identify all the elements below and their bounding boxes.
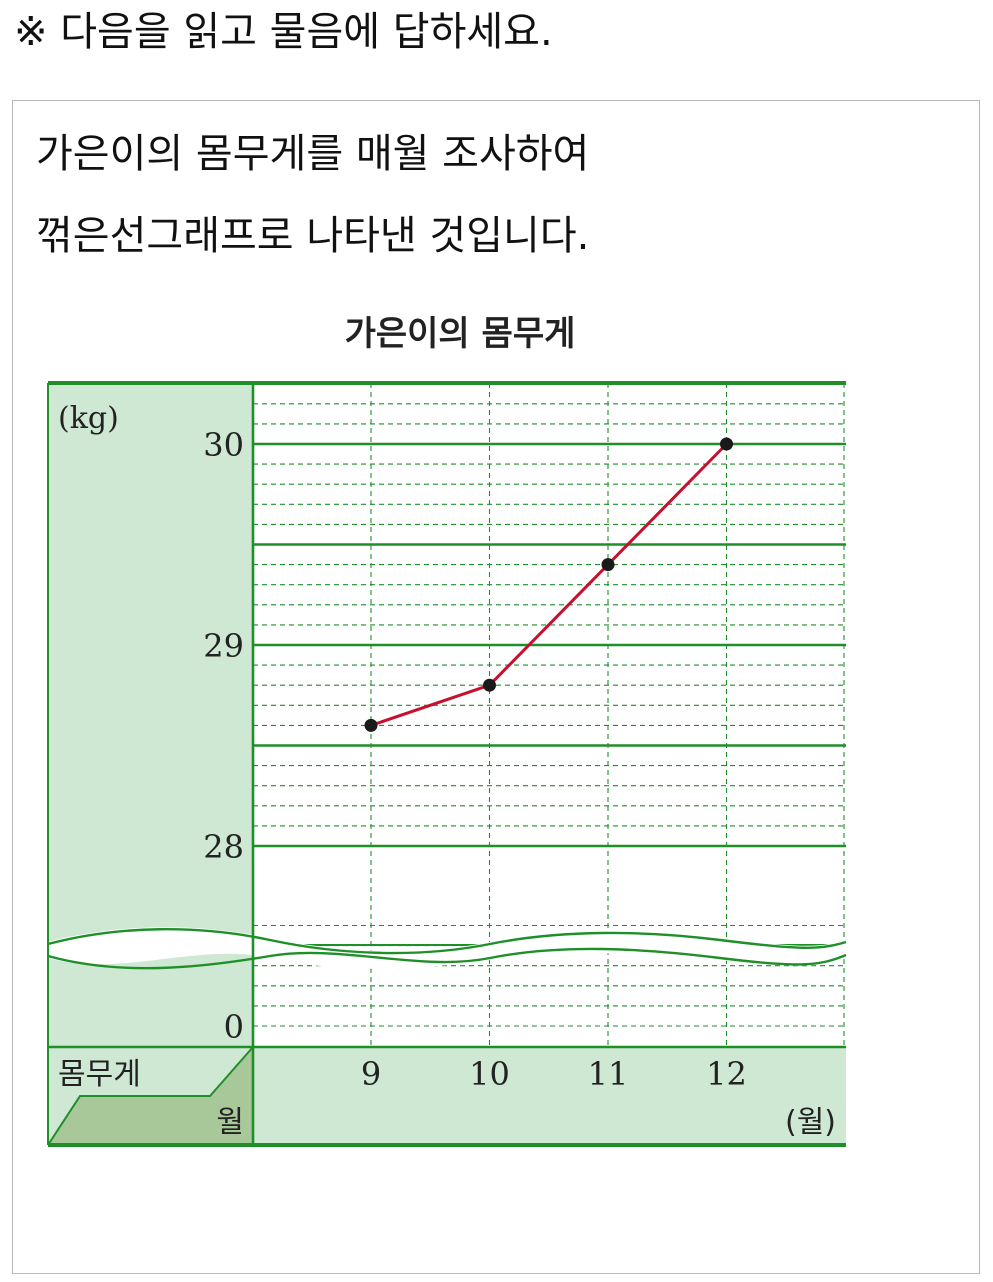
data-point bbox=[720, 437, 733, 451]
axis-break-line-top bbox=[47, 928, 847, 955]
chart-grid bbox=[253, 383, 846, 1047]
axis-break-line-bottom bbox=[47, 947, 847, 970]
chart-frame bbox=[47, 381, 846, 1147]
x-tick-label: 9 bbox=[361, 1055, 381, 1093]
problem-panel bbox=[12, 100, 980, 1274]
y-tick-label: 0 bbox=[224, 1008, 244, 1046]
row-header-label: 몸무게 bbox=[58, 1057, 141, 1092]
chart-title: 가은이의 몸무게 bbox=[345, 314, 576, 354]
col-header-label: 월 bbox=[216, 1105, 244, 1140]
x-axis-panel bbox=[253, 1047, 846, 1145]
axis-break bbox=[47, 927, 847, 970]
axis-break-band bbox=[48, 927, 846, 969]
corner-diagonal bbox=[47, 1046, 254, 1146]
y-tick-label: 28 bbox=[203, 828, 244, 866]
data-point bbox=[601, 558, 615, 572]
x-tick-label: 10 bbox=[469, 1055, 510, 1093]
y-tick-label: 29 bbox=[203, 627, 244, 665]
x-unit-label: (월) bbox=[785, 1105, 836, 1140]
data-point bbox=[483, 678, 496, 692]
x-tick-label: 12 bbox=[706, 1055, 747, 1093]
data-point bbox=[364, 718, 378, 732]
y-tick-label: 30 bbox=[203, 426, 244, 464]
instruction-text: ※ 다음을 읽고 물음에 답하세요. bbox=[14, 9, 553, 55]
intro-line-2: 꺾은선그래프로 나타낸 것입니다. bbox=[36, 213, 590, 259]
x-tick-label: 11 bbox=[588, 1055, 629, 1093]
y-unit-label: (kg) bbox=[58, 401, 119, 436]
series-line bbox=[370, 442, 728, 727]
intro-line-1: 가은이의 몸무게를 매월 조사하여 bbox=[36, 131, 590, 177]
chart-series bbox=[364, 437, 733, 732]
